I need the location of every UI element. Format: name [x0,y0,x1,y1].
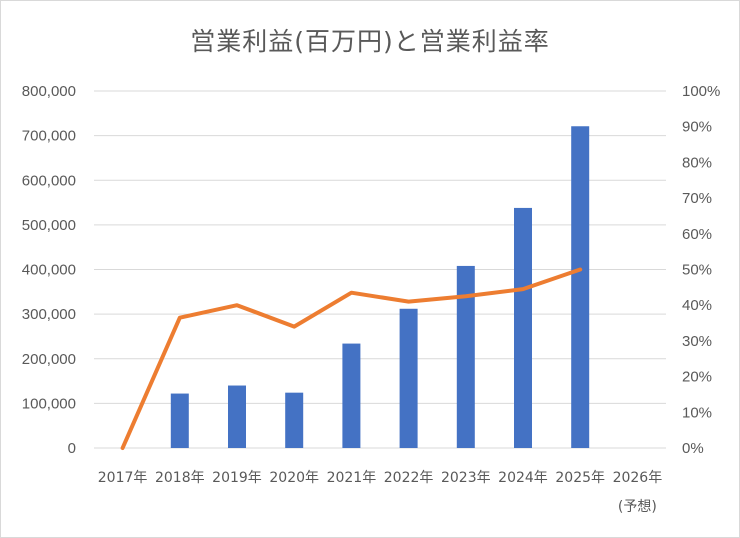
right-tick-label: 60% [682,226,712,243]
x-tick-label: 2022年 [384,470,434,486]
right-tick-label: 100% [682,83,720,100]
bar-series [170,126,590,448]
line-path [120,267,583,450]
left-tick-label: 800,000 [22,83,76,100]
left-tick-label: 400,000 [22,262,76,279]
left-tick-label: 500,000 [22,217,76,234]
gridlines [94,90,666,449]
right-tick-label: 30% [682,333,712,350]
line-series [120,267,583,450]
right-tick-label: 40% [682,297,712,314]
x-tick-label: 2024年 [498,470,548,486]
bar [285,392,304,448]
left-tick-label: 600,000 [22,172,76,189]
left-axis-ticks: 0 100,000 200,000 300,000 400,000 500,000 600,… [22,83,76,457]
x-tick-label: 2020年 [269,470,319,486]
right-tick-label: 20% [682,369,712,386]
bar [170,393,189,448]
bar [228,385,246,448]
right-tick-label: 50% [682,262,712,279]
bar [571,126,590,448]
right-tick-label: 90% [682,119,712,136]
bar [514,207,532,448]
right-tick-label: 0% [682,440,704,457]
bar [456,265,475,448]
x-tick-label: 2025年 [555,470,605,486]
right-axis-ticks: 0% 10% 20% 30% 40% 50% 60% 70% 80% 90% 100% [682,83,720,457]
x-axis-ticks: 2017年 2018年 2019年 2020年 2021年 2022年 2023年 2024年… [98,470,662,515]
x-tick-label: 2021年 [327,470,377,486]
chart-title: 営業利益(百万円)と営業利益率 [190,27,550,56]
left-tick-label: 700,000 [22,128,76,145]
x-tick-label: 2019年 [212,470,262,486]
left-tick-label: 0 [68,440,76,457]
right-tick-label: 80% [682,154,712,171]
left-tick-label: 300,000 [22,306,76,323]
left-tick-label: 200,000 [22,351,76,368]
x-tick-label: 2026年 [613,470,663,486]
x-tick-sublabel: (予想) [618,499,657,515]
bar [399,308,418,448]
bar [342,343,361,448]
x-tick-label: 2023年 [441,470,491,486]
x-tick-label: 2017年 [98,470,148,486]
left-tick-label: 100,000 [22,395,76,412]
right-tick-label: 70% [682,190,712,207]
right-tick-label: 10% [682,404,712,421]
x-tick-label: 2018年 [155,470,205,486]
